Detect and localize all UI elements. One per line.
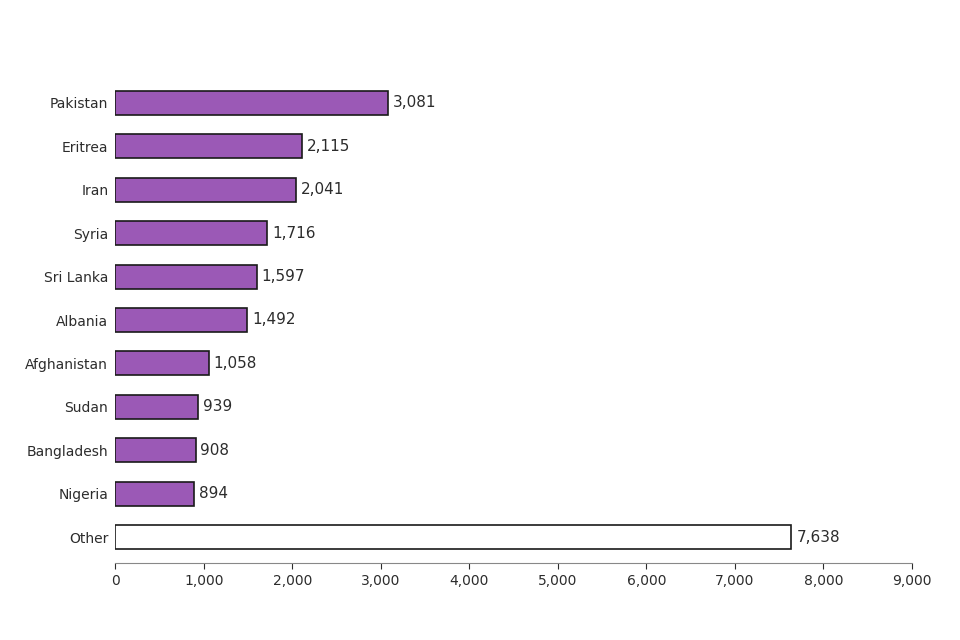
Text: 2,041: 2,041 [300, 182, 344, 197]
Text: 908: 908 [201, 443, 229, 458]
Bar [115, 482, 194, 506]
Text: 7,638: 7,638 [796, 530, 840, 545]
Text: 1,597: 1,597 [261, 269, 305, 284]
Bar [115, 91, 388, 115]
Text: 2,115: 2,115 [307, 139, 350, 154]
Bar [115, 221, 267, 245]
Bar [115, 351, 209, 376]
Bar [115, 134, 302, 158]
Text: 1,492: 1,492 [252, 312, 296, 328]
Bar [115, 525, 791, 549]
Text: 3,081: 3,081 [393, 95, 437, 110]
Text: 1,716: 1,716 [272, 226, 316, 241]
Bar [115, 264, 256, 289]
Text: 939: 939 [204, 399, 232, 414]
Bar [115, 395, 199, 419]
Text: 1,058: 1,058 [214, 356, 257, 371]
Bar [115, 438, 196, 462]
Bar [115, 178, 296, 202]
Bar [115, 308, 248, 332]
Text: 894: 894 [200, 486, 228, 501]
